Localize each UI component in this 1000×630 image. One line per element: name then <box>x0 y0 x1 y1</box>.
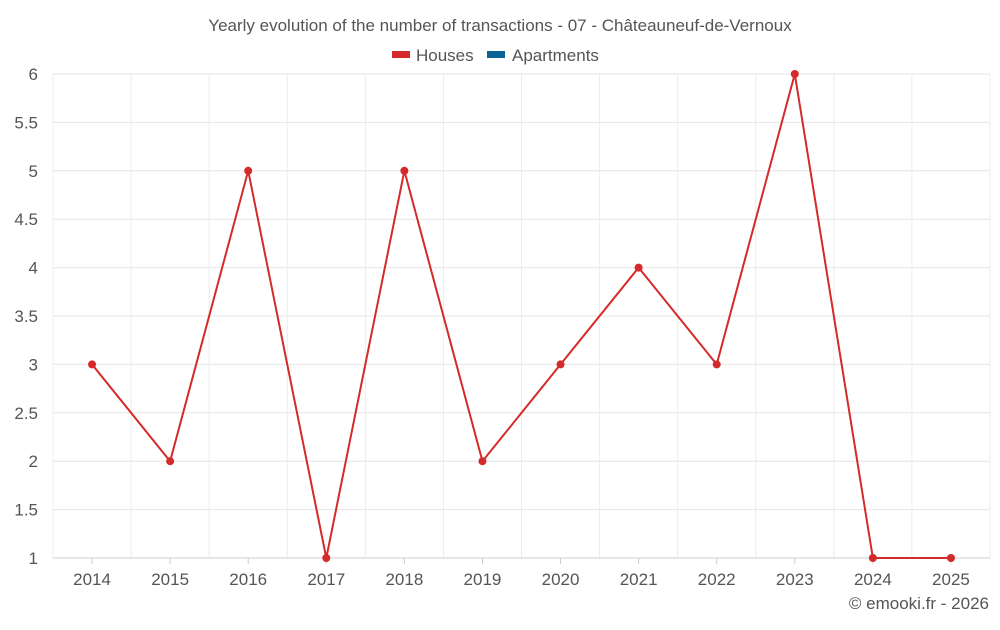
copyright-text: © emooki.fr - 2026 <box>849 594 989 613</box>
grid <box>52 73 991 559</box>
data-point[interactable] <box>712 360 721 369</box>
x-tick-label: 2019 <box>464 570 502 589</box>
x-tick-label: 2022 <box>698 570 736 589</box>
series-houses <box>88 70 955 562</box>
y-tick-label: 5.5 <box>14 113 38 132</box>
data-point[interactable] <box>946 554 955 562</box>
x-tick-label: 2021 <box>620 570 658 589</box>
data-point[interactable] <box>634 263 643 272</box>
y-tick-label: 1.5 <box>14 501 38 520</box>
y-tick-label: 5 <box>29 162 38 181</box>
y-tick-label: 2.5 <box>14 404 38 423</box>
legend-label-apartments: Apartments <box>512 46 599 65</box>
series-line-houses <box>91 73 951 559</box>
x-tick-label: 2015 <box>151 570 189 589</box>
x-axis: 2014 2015 2016 2017 2018 2019 2020 2021 2022 2023… <box>53 557 990 589</box>
y-axis: 1 1.5 2 2.5 3 3.5 4 4.5 5 5.5 6 <box>14 65 38 568</box>
y-tick-label: 2 <box>29 452 38 471</box>
x-tick-label: 2023 <box>776 570 814 589</box>
data-point[interactable] <box>556 360 565 369</box>
chart-title: Yearly evolution of the number of transa… <box>208 16 792 35</box>
data-point[interactable] <box>790 70 799 78</box>
y-tick-label: 3 <box>29 355 38 374</box>
legend-item-houses[interactable]: Houses <box>392 46 474 65</box>
data-point[interactable] <box>88 360 97 369</box>
x-tick-label: 2014 <box>73 570 111 589</box>
legend: Houses Apartments <box>392 46 599 65</box>
y-tick-label: 4 <box>29 259 38 278</box>
y-tick-label: 1 <box>29 549 38 568</box>
data-point[interactable] <box>868 554 877 562</box>
x-tick-label: 2018 <box>385 570 423 589</box>
legend-swatch-houses <box>392 51 410 58</box>
y-tick-label: 4.5 <box>14 210 38 229</box>
data-point[interactable] <box>322 554 331 562</box>
legend-label-houses: Houses <box>416 46 474 65</box>
data-point[interactable] <box>244 166 253 175</box>
legend-item-apartments[interactable]: Apartments <box>487 46 599 65</box>
data-point[interactable] <box>400 166 409 175</box>
x-tick-label: 2024 <box>854 570 892 589</box>
x-tick-label: 2017 <box>307 570 345 589</box>
y-tick-label: 6 <box>29 65 38 84</box>
x-tick-label: 2020 <box>542 570 580 589</box>
y-tick-label: 3.5 <box>14 307 38 326</box>
x-tick-label: 2016 <box>229 570 267 589</box>
legend-swatch-apartments <box>487 51 505 58</box>
data-point[interactable] <box>478 457 487 466</box>
x-tick-label: 2025 <box>932 570 970 589</box>
data-point[interactable] <box>166 457 175 466</box>
